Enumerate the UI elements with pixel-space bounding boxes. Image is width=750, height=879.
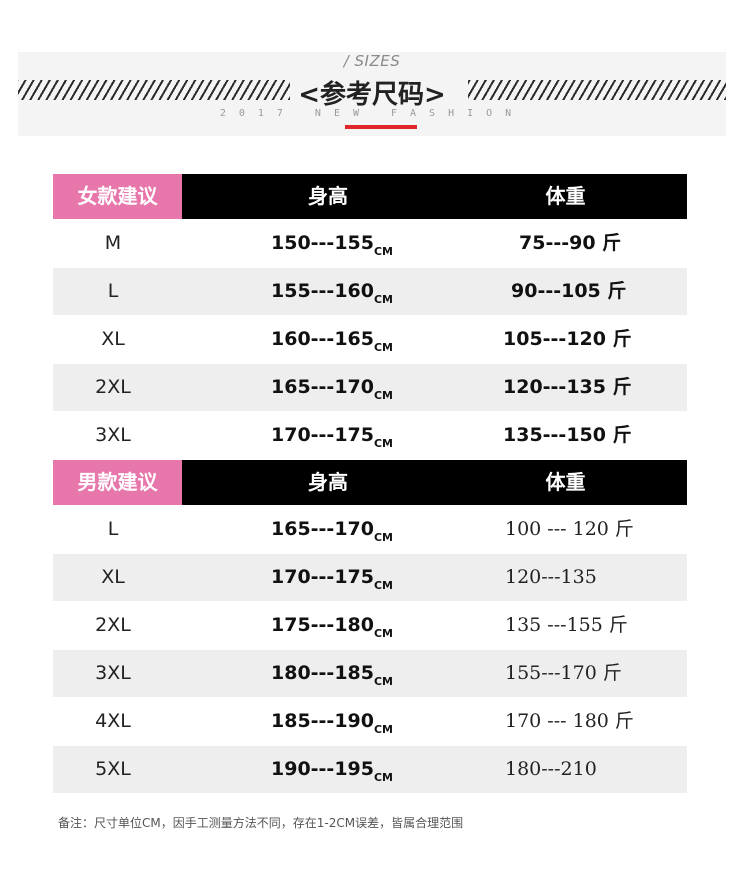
women-table-header: 女款建议 身高 体重 [53,174,687,219]
weight-cell: 170 --- 180 斤 [505,710,634,732]
hatch-decoration-left [18,80,290,100]
hatch-decoration-right [468,80,726,100]
men-height-column: 身高 [308,470,348,494]
unit-label: CM [373,723,394,736]
unit-label: CM [373,293,394,306]
weight-cell: 120---135 [505,566,597,588]
women-height-column: 身高 [308,184,348,208]
table-row: 2XL 165---170CM 120---135 斤 [53,364,687,411]
height-cell: 155---160CM [271,280,394,306]
height-cell: 175---180CM [271,614,394,640]
size-cell: L [107,280,119,302]
size-cell: 3XL [95,424,131,446]
height-cell: 170---175CM [271,566,394,592]
height-cell: 150---155CM [271,232,394,258]
fashion-subtitle: 2017 NEW FASHION [219,108,525,119]
size-cell: 2XL [95,614,131,636]
size-cell: 3XL [95,662,131,684]
table-row: 3XL 170---175CM 135---150 斤 [53,412,687,459]
size-cell: XL [101,328,125,350]
unit-label: CM [373,675,394,688]
weight-cell: 100 --- 120 斤 [505,518,634,540]
table-row: 2XL 175---180CM 135 ---155 斤 [53,602,687,649]
table-row: 4XL 185---190CM 170 --- 180 斤 [53,698,687,745]
men-label: 男款建议 [53,460,182,505]
size-cell: M [104,232,122,254]
sizes-label: / SIZES [343,52,401,70]
men-weight-column: 体重 [545,470,586,494]
size-cell: 5XL [95,758,131,780]
women-weight-column: 体重 [545,184,586,208]
accent-bar [345,125,417,129]
weight-cell: 155---170 斤 [505,662,622,684]
table-row: L 165---170CM 100 --- 120 斤 [53,506,687,553]
weight-cell: 135---150 斤 [503,424,632,446]
unit-label: CM [373,579,394,592]
size-cell: 2XL [95,376,131,398]
unit-label: CM [373,389,394,402]
height-cell: 185---190CM [271,710,394,736]
table-row: XL 170---175CM 120---135 [53,554,687,601]
table-row: M 150---155CM 75---90 斤 [53,220,687,267]
size-cell: 4XL [95,710,131,732]
size-cell: XL [101,566,125,588]
unit-label: CM [373,627,394,640]
table-row: XL 160---165CM 105---120 斤 [53,316,687,363]
table-row: 3XL 180---185CM 155---170 斤 [53,650,687,697]
height-cell: 180---185CM [271,662,394,688]
table-row: 5XL 190---195CM 180---210 [53,746,687,793]
weight-cell: 75---90 斤 [519,232,622,254]
weight-cell: 135 ---155 斤 [505,614,628,636]
weight-cell: 90---105 斤 [511,280,627,302]
measurement-note: 备注：尺寸单位CM，因手工测量方法不同，存在1-2CM误差，皆属合理范围 [58,816,464,830]
unit-label: CM [373,341,394,354]
women-label: 女款建议 [53,174,182,219]
unit-label: CM [373,771,394,784]
size-cell: L [107,518,119,540]
unit-label: CM [373,531,394,544]
height-cell: 165---170CM [271,376,394,402]
table-row: L 155---160CM 90---105 斤 [53,268,687,315]
men-table-header: 男款建议 身高 体重 [53,460,687,505]
page-title: <参考尺码> [298,80,446,110]
height-cell: 165---170CM [271,518,394,544]
height-cell: 160---165CM [271,328,394,354]
unit-label: CM [373,437,394,450]
height-cell: 170---175CM [271,424,394,450]
weight-cell: 105---120 斤 [503,328,632,350]
height-cell: 190---195CM [271,758,394,784]
size-header: / SIZES <参考尺码> 2017 NEW FASHION [18,52,726,136]
unit-label: CM [373,245,394,258]
weight-cell: 120---135 斤 [503,376,632,398]
weight-cell: 180---210 [505,758,597,780]
